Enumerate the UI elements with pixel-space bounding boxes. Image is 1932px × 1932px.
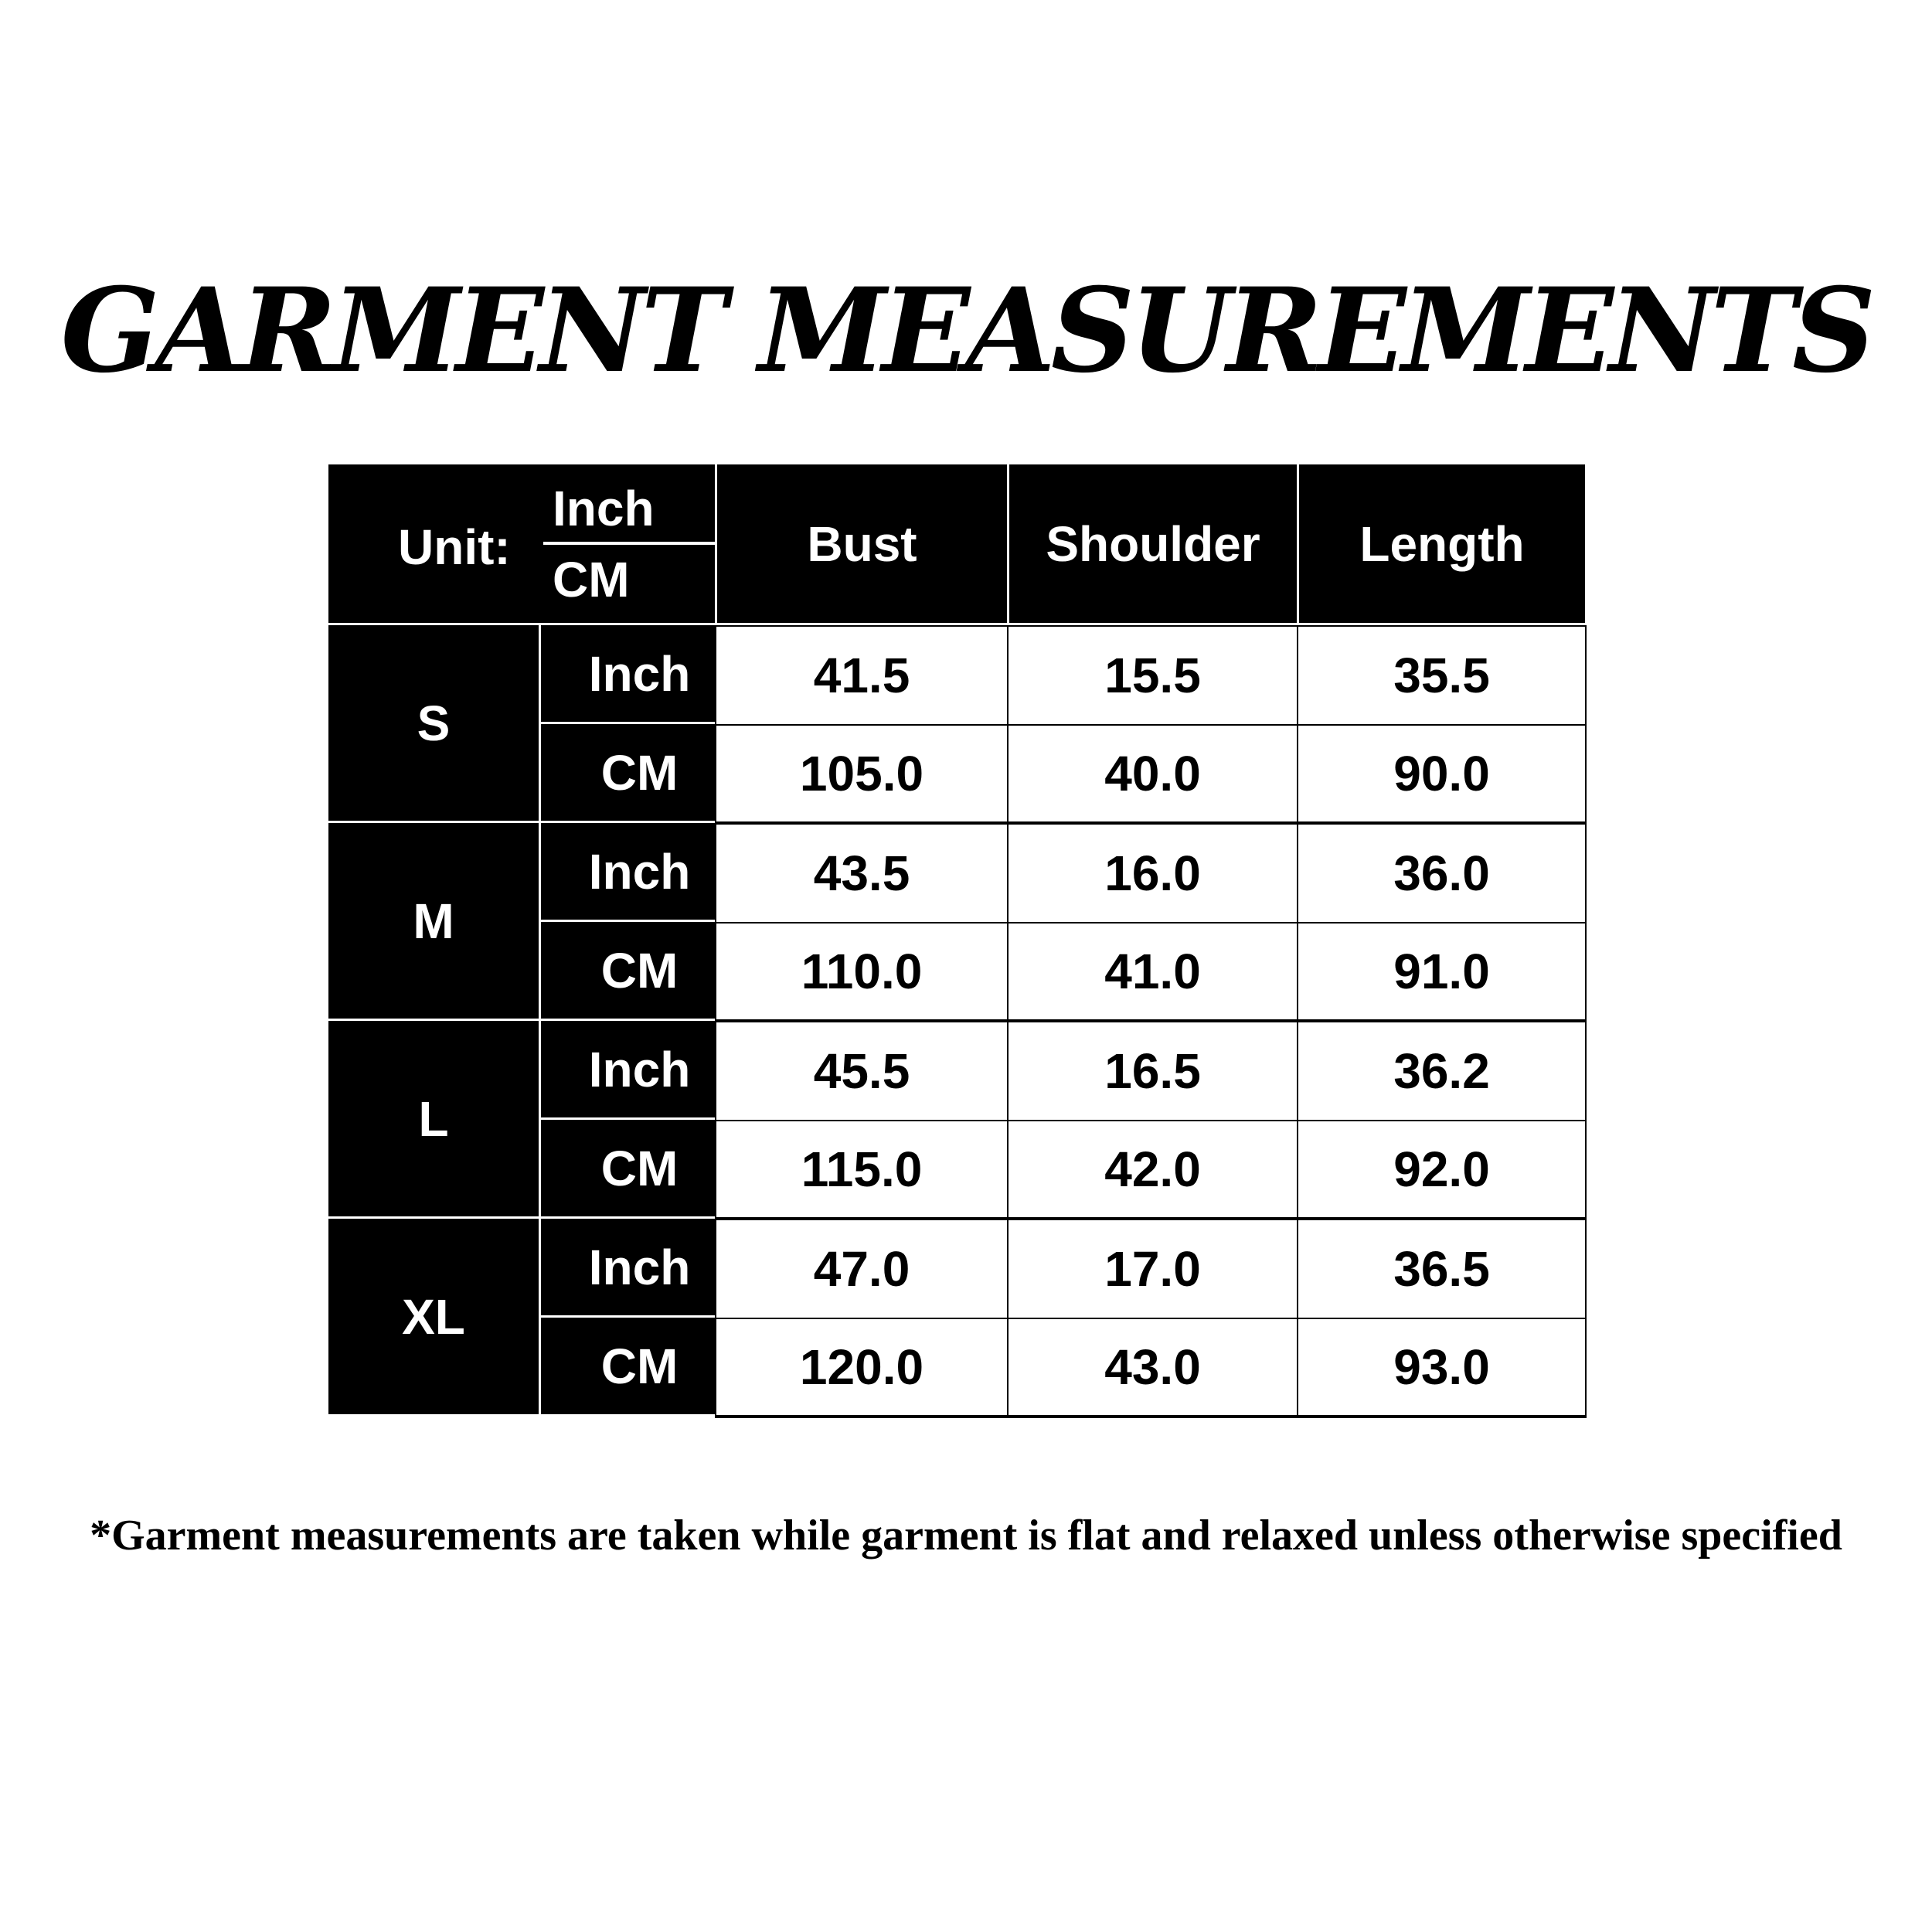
unit-cell-inch: Inch xyxy=(541,1021,715,1117)
value-cell: 43.0 xyxy=(1007,1318,1298,1418)
value-cell: 42.0 xyxy=(1007,1120,1298,1220)
value-cell: 45.5 xyxy=(715,1021,1009,1121)
unit-cell-cm: CM xyxy=(541,1120,715,1216)
unit-cell-cm: CM xyxy=(541,922,715,1019)
column-header-shoulder: Shoulder xyxy=(1009,464,1297,623)
value-cell: 93.0 xyxy=(1297,1318,1587,1418)
value-cell: 36.5 xyxy=(1297,1219,1587,1319)
value-cell: 120.0 xyxy=(715,1318,1009,1418)
value-cell: 36.0 xyxy=(1297,823,1587,923)
value-cell: 110.0 xyxy=(715,922,1009,1022)
value-cell: 43.5 xyxy=(715,823,1009,923)
size-label-m: M xyxy=(328,823,539,1019)
unit-cell-cm: CM xyxy=(541,1318,715,1414)
size-chart-table: Unit: Inch CM Bust Shoulder Length S Inch 41.5 15… xyxy=(328,464,1587,1418)
size-label-l: L xyxy=(328,1021,539,1216)
unit-cell-inch: Inch xyxy=(541,823,715,920)
size-label-s: S xyxy=(328,625,539,821)
column-header-bust: Bust xyxy=(717,464,1007,623)
unit-label: Unit: xyxy=(398,519,511,575)
unit-cm-label: CM xyxy=(553,552,630,607)
value-cell: 40.0 xyxy=(1007,724,1298,825)
unit-divider xyxy=(543,542,715,545)
unit-cell-inch: Inch xyxy=(541,1219,715,1315)
value-cell: 47.0 xyxy=(715,1219,1009,1319)
value-cell: 115.0 xyxy=(715,1120,1009,1220)
size-label-xl: XL xyxy=(328,1219,539,1414)
footnote: *Garment measurements are taken while ga… xyxy=(90,1512,1842,1560)
value-cell: 41.5 xyxy=(715,625,1009,726)
unit-cell-cm: CM xyxy=(541,724,715,821)
value-cell: 36.2 xyxy=(1297,1021,1587,1121)
value-cell: 16.5 xyxy=(1007,1021,1298,1121)
value-cell: 15.5 xyxy=(1007,625,1298,726)
page-title: GARMENT MEASUREMENTS xyxy=(60,263,1876,399)
value-cell: 90.0 xyxy=(1297,724,1587,825)
value-cell: 105.0 xyxy=(715,724,1009,825)
value-cell: 16.0 xyxy=(1007,823,1298,923)
value-cell: 41.0 xyxy=(1007,922,1298,1022)
unit-header-cell: Unit: Inch CM xyxy=(328,464,715,623)
value-cell: 92.0 xyxy=(1297,1120,1587,1220)
value-cell: 91.0 xyxy=(1297,922,1587,1022)
value-cell: 17.0 xyxy=(1007,1219,1298,1319)
unit-inch-label: Inch xyxy=(553,481,655,536)
value-cell: 35.5 xyxy=(1297,625,1587,726)
unit-cell-inch: Inch xyxy=(541,625,715,722)
column-header-length: Length xyxy=(1299,464,1585,623)
